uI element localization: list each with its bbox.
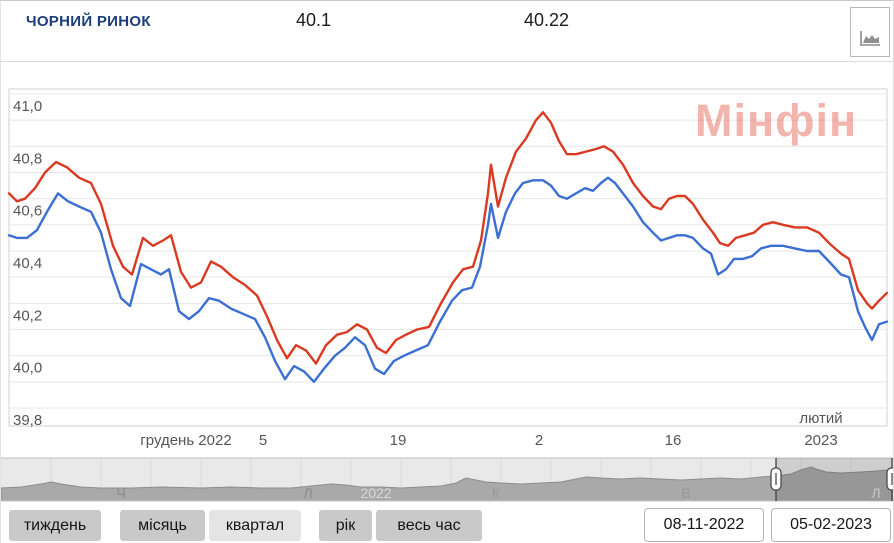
y-axis-label: 39,8 bbox=[13, 412, 42, 429]
period-button-квартал[interactable]: квартал bbox=[209, 510, 301, 541]
navigator-selected-range[interactable] bbox=[776, 458, 892, 501]
navigator-axis-label: Ч bbox=[116, 485, 125, 501]
y-axis-label: 40,2 bbox=[13, 307, 42, 324]
series-buy-line bbox=[7, 176, 889, 383]
x-axis-label: 2023 bbox=[804, 432, 837, 449]
navigator-axis-label: К bbox=[492, 485, 501, 501]
y-axis-label: 40,6 bbox=[13, 203, 42, 220]
navigator-axis-label: В bbox=[681, 485, 690, 501]
x-axis-label: 5 bbox=[259, 432, 267, 449]
x-axis-label: 2 bbox=[535, 432, 543, 449]
navigator-series-area bbox=[1, 466, 893, 502]
x-axis-label: грудень 2022 bbox=[140, 432, 231, 449]
x-axis-label: 19 bbox=[390, 432, 407, 449]
area-chart-icon bbox=[851, 30, 889, 48]
navigator-axis-label: 2022 bbox=[360, 485, 391, 501]
period-button-весь-час[interactable]: весь час bbox=[376, 510, 482, 541]
chart-type-button[interactable] bbox=[850, 7, 890, 57]
date-from-input[interactable]: 08-11-2022 bbox=[644, 508, 764, 542]
date-to-input[interactable]: 05-02-2023 bbox=[771, 508, 891, 542]
navigator-axis-label: Л bbox=[871, 485, 880, 501]
chart-header: ЧОРНИЙ РИНОК 40.1 40.22 bbox=[1, 1, 893, 62]
plot-border bbox=[8, 88, 888, 427]
y-axis-label: 40,4 bbox=[13, 255, 42, 272]
period-button-тиждень[interactable]: тиждень bbox=[9, 510, 101, 541]
navigator-handle-left[interactable] bbox=[770, 467, 782, 491]
y-axis-label: 40,8 bbox=[13, 150, 42, 167]
y-axis-label: 40,0 bbox=[13, 360, 42, 377]
header-value-sell: 40.22 bbox=[524, 10, 570, 30]
navigator-axis-label: Л bbox=[303, 485, 312, 501]
navigator-handle-right[interactable] bbox=[886, 467, 894, 491]
period-button-рік[interactable]: рік bbox=[319, 510, 372, 541]
period-button-місяць[interactable]: місяць bbox=[120, 510, 205, 541]
header-value-buy: 40.1 bbox=[296, 10, 332, 30]
x-axis-label: 16 bbox=[665, 432, 682, 449]
x-axis-label: лютий bbox=[799, 410, 842, 427]
series-sell-line bbox=[7, 111, 889, 365]
page-title: ЧОРНИЙ РИНОК bbox=[26, 13, 151, 30]
y-axis-label: 41,0 bbox=[13, 98, 42, 115]
